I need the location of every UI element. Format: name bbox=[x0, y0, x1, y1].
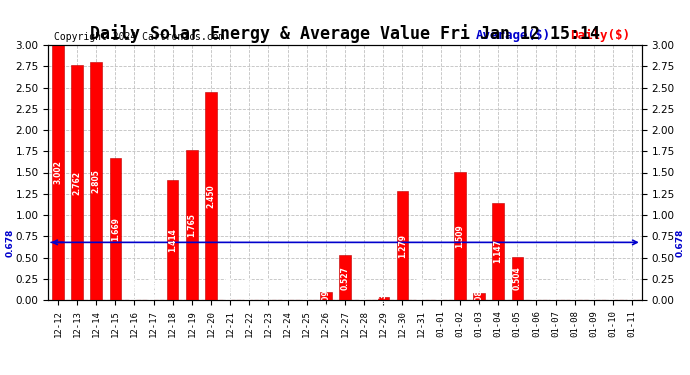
Bar bbox=[511, 257, 523, 300]
Text: 0.000: 0.000 bbox=[417, 276, 426, 300]
Text: 0.527: 0.527 bbox=[340, 266, 350, 290]
Text: 0.000: 0.000 bbox=[551, 276, 560, 300]
Text: 2.762: 2.762 bbox=[72, 171, 81, 195]
Text: Daily($): Daily($) bbox=[571, 29, 631, 42]
Text: 0.000: 0.000 bbox=[226, 276, 235, 300]
Bar bbox=[473, 293, 485, 300]
Text: 0.000: 0.000 bbox=[609, 276, 618, 300]
Bar bbox=[454, 172, 466, 300]
Text: 0.000: 0.000 bbox=[149, 276, 158, 300]
Text: 1.279: 1.279 bbox=[398, 234, 407, 258]
Text: 1.669: 1.669 bbox=[111, 217, 120, 241]
Bar bbox=[71, 65, 83, 300]
Text: 0.090: 0.090 bbox=[322, 284, 331, 308]
Bar bbox=[493, 202, 504, 300]
Bar bbox=[205, 92, 217, 300]
Bar bbox=[52, 45, 63, 300]
Text: 0.000: 0.000 bbox=[589, 276, 598, 300]
Text: 0.000: 0.000 bbox=[283, 276, 292, 300]
Text: Copyright 2024 Cartronics.com: Copyright 2024 Cartronics.com bbox=[55, 33, 225, 42]
Text: 0.504: 0.504 bbox=[513, 267, 522, 291]
Text: 0.000: 0.000 bbox=[245, 276, 254, 300]
Bar bbox=[339, 255, 351, 300]
Text: 3.002: 3.002 bbox=[53, 160, 62, 184]
Bar bbox=[397, 191, 408, 300]
Bar bbox=[377, 297, 389, 300]
Bar bbox=[90, 62, 102, 300]
Text: 0.000: 0.000 bbox=[436, 276, 445, 300]
Text: 1.147: 1.147 bbox=[493, 239, 502, 263]
Text: 1.509: 1.509 bbox=[455, 224, 464, 248]
Text: 0.000: 0.000 bbox=[532, 276, 541, 300]
Text: 0.000: 0.000 bbox=[359, 276, 368, 300]
Title: Daily Solar Energy & Average Value Fri Jan 12 15:14: Daily Solar Energy & Average Value Fri J… bbox=[90, 24, 600, 44]
Text: 0.000: 0.000 bbox=[264, 276, 273, 300]
Text: 0.000: 0.000 bbox=[628, 276, 637, 300]
Bar bbox=[320, 292, 332, 300]
Text: 0.003: 0.003 bbox=[302, 276, 311, 300]
Text: 0.084: 0.084 bbox=[475, 284, 484, 308]
Bar bbox=[167, 180, 179, 300]
Text: 0.678: 0.678 bbox=[676, 228, 684, 256]
Bar bbox=[110, 158, 121, 300]
Text: 1.414: 1.414 bbox=[168, 228, 177, 252]
Text: 0.000: 0.000 bbox=[570, 276, 579, 300]
Text: 0.031: 0.031 bbox=[379, 287, 388, 310]
Bar bbox=[186, 150, 197, 300]
Text: 2.450: 2.450 bbox=[206, 184, 215, 208]
Text: 0.000: 0.000 bbox=[130, 276, 139, 300]
Text: Average($): Average($) bbox=[475, 30, 551, 42]
Text: 1.765: 1.765 bbox=[188, 213, 197, 237]
Text: 0.678: 0.678 bbox=[6, 228, 14, 256]
Text: 2.805: 2.805 bbox=[92, 169, 101, 193]
